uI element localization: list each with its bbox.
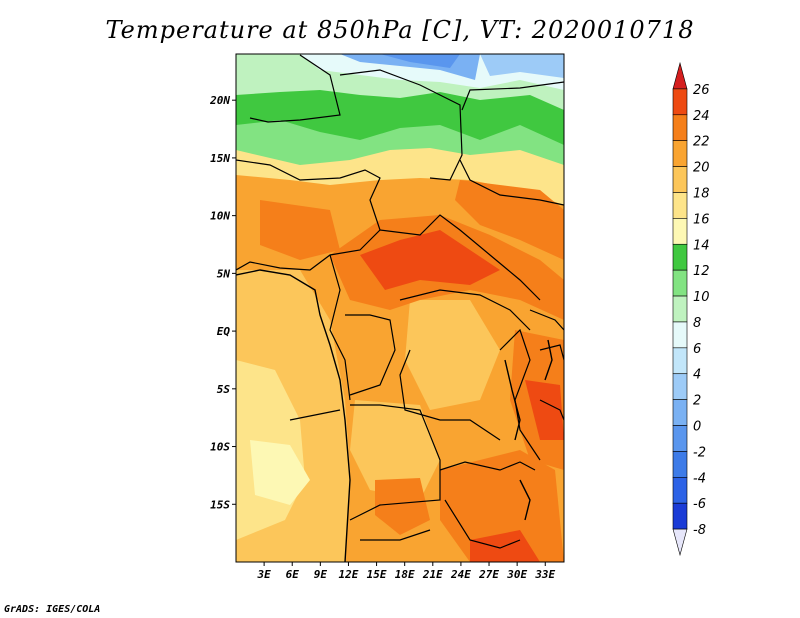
colorbar-top-arrow bbox=[672, 61, 688, 90]
colorbar-bottom-arrow bbox=[672, 528, 688, 557]
coastlines bbox=[236, 269, 553, 562]
colorbar-segment bbox=[672, 347, 688, 375]
colorbar-segment bbox=[672, 218, 688, 245]
colorbar-tick-label: 6 bbox=[693, 342, 701, 357]
colorbar-tick-label: -8 bbox=[693, 523, 706, 538]
colorbar-segment bbox=[672, 243, 688, 271]
lon-tick-label: 3E bbox=[256, 568, 271, 581]
lat-tick-label: 15S bbox=[210, 498, 230, 511]
lat-tick-label: 5S bbox=[217, 383, 231, 396]
colorbar-segment bbox=[672, 399, 688, 426]
credit-label: GrADS: IGES/COLA bbox=[4, 604, 101, 615]
lon-tick-label: 27E bbox=[478, 568, 499, 581]
colorbar-tick-label: 2 bbox=[693, 394, 701, 409]
lat-tick-label: 5N bbox=[217, 267, 231, 280]
colorbar-tick-label: 22 bbox=[693, 135, 710, 150]
lon-tick-label: 12E bbox=[339, 568, 359, 581]
colorbar-segment bbox=[672, 321, 688, 349]
colorbar-segment bbox=[672, 425, 688, 452]
colorbar-segment bbox=[672, 295, 688, 323]
plot-frame bbox=[235, 53, 565, 563]
colorbar-tick-label: -6 bbox=[693, 497, 706, 512]
colorbar-segment bbox=[672, 477, 688, 504]
lat-tick-label: 10S bbox=[210, 441, 230, 454]
latitude-axis: 20N 15N 10N 5N EQ 5S 10S 15S bbox=[209, 94, 236, 511]
lat-tick-label: 15N bbox=[210, 152, 230, 165]
lat-tick-label: 10N bbox=[210, 210, 230, 223]
colorbar-tick-label: 20 bbox=[693, 161, 710, 176]
colorbar-segment bbox=[672, 140, 688, 167]
lon-tick-label: 21E bbox=[422, 568, 443, 581]
lon-tick-label: 9E bbox=[314, 568, 328, 581]
lon-tick-label: 24E bbox=[450, 568, 471, 581]
colorbar-tick-label: 0 bbox=[693, 420, 701, 435]
colorbar-tick-label: 16 bbox=[693, 212, 710, 227]
lon-tick-label: 15E bbox=[367, 568, 387, 581]
colorbar-segment bbox=[672, 166, 688, 193]
colorbar-tick-label: 26 bbox=[693, 83, 710, 98]
lon-tick-label: 30E bbox=[506, 568, 527, 581]
colorbar-tick-label: 4 bbox=[693, 368, 701, 383]
colorbar-segment bbox=[672, 451, 688, 478]
colorbar-segment bbox=[672, 88, 688, 116]
longitude-axis: 3E 6E 9E 12E 15E 18E 21E 24E 27E 30E 33E bbox=[256, 562, 556, 581]
lat-tick-label: 20N bbox=[209, 94, 230, 107]
lon-tick-label: 6E bbox=[286, 568, 300, 581]
country-borders bbox=[236, 54, 564, 549]
colorbar-segment bbox=[672, 269, 688, 297]
colorbar-tick-label: -2 bbox=[693, 445, 706, 460]
colorbar-tick-label: -4 bbox=[693, 471, 706, 486]
temperature-field bbox=[236, 54, 564, 562]
lon-tick-label: 33E bbox=[534, 568, 555, 581]
colorbar-tick-label: 18 bbox=[693, 186, 710, 201]
colorbar-tick-label: 10 bbox=[693, 290, 710, 305]
colorbar-tick-label: 12 bbox=[693, 264, 710, 279]
colorbar-tick-label: 14 bbox=[693, 238, 710, 253]
lon-tick-label: 18E bbox=[395, 568, 415, 581]
colorbar-tick-label: 24 bbox=[693, 109, 710, 124]
colorbar-segment bbox=[672, 373, 688, 400]
colorbar-segment bbox=[672, 192, 688, 219]
lat-tick-label: EQ bbox=[217, 325, 231, 338]
colorbar-segment bbox=[672, 502, 688, 530]
map-title: Temperature at 850hPa [C], VT: 202001071… bbox=[105, 16, 695, 44]
colorbar-tick-label: 8 bbox=[693, 316, 701, 331]
colorbar-segment bbox=[672, 114, 688, 141]
